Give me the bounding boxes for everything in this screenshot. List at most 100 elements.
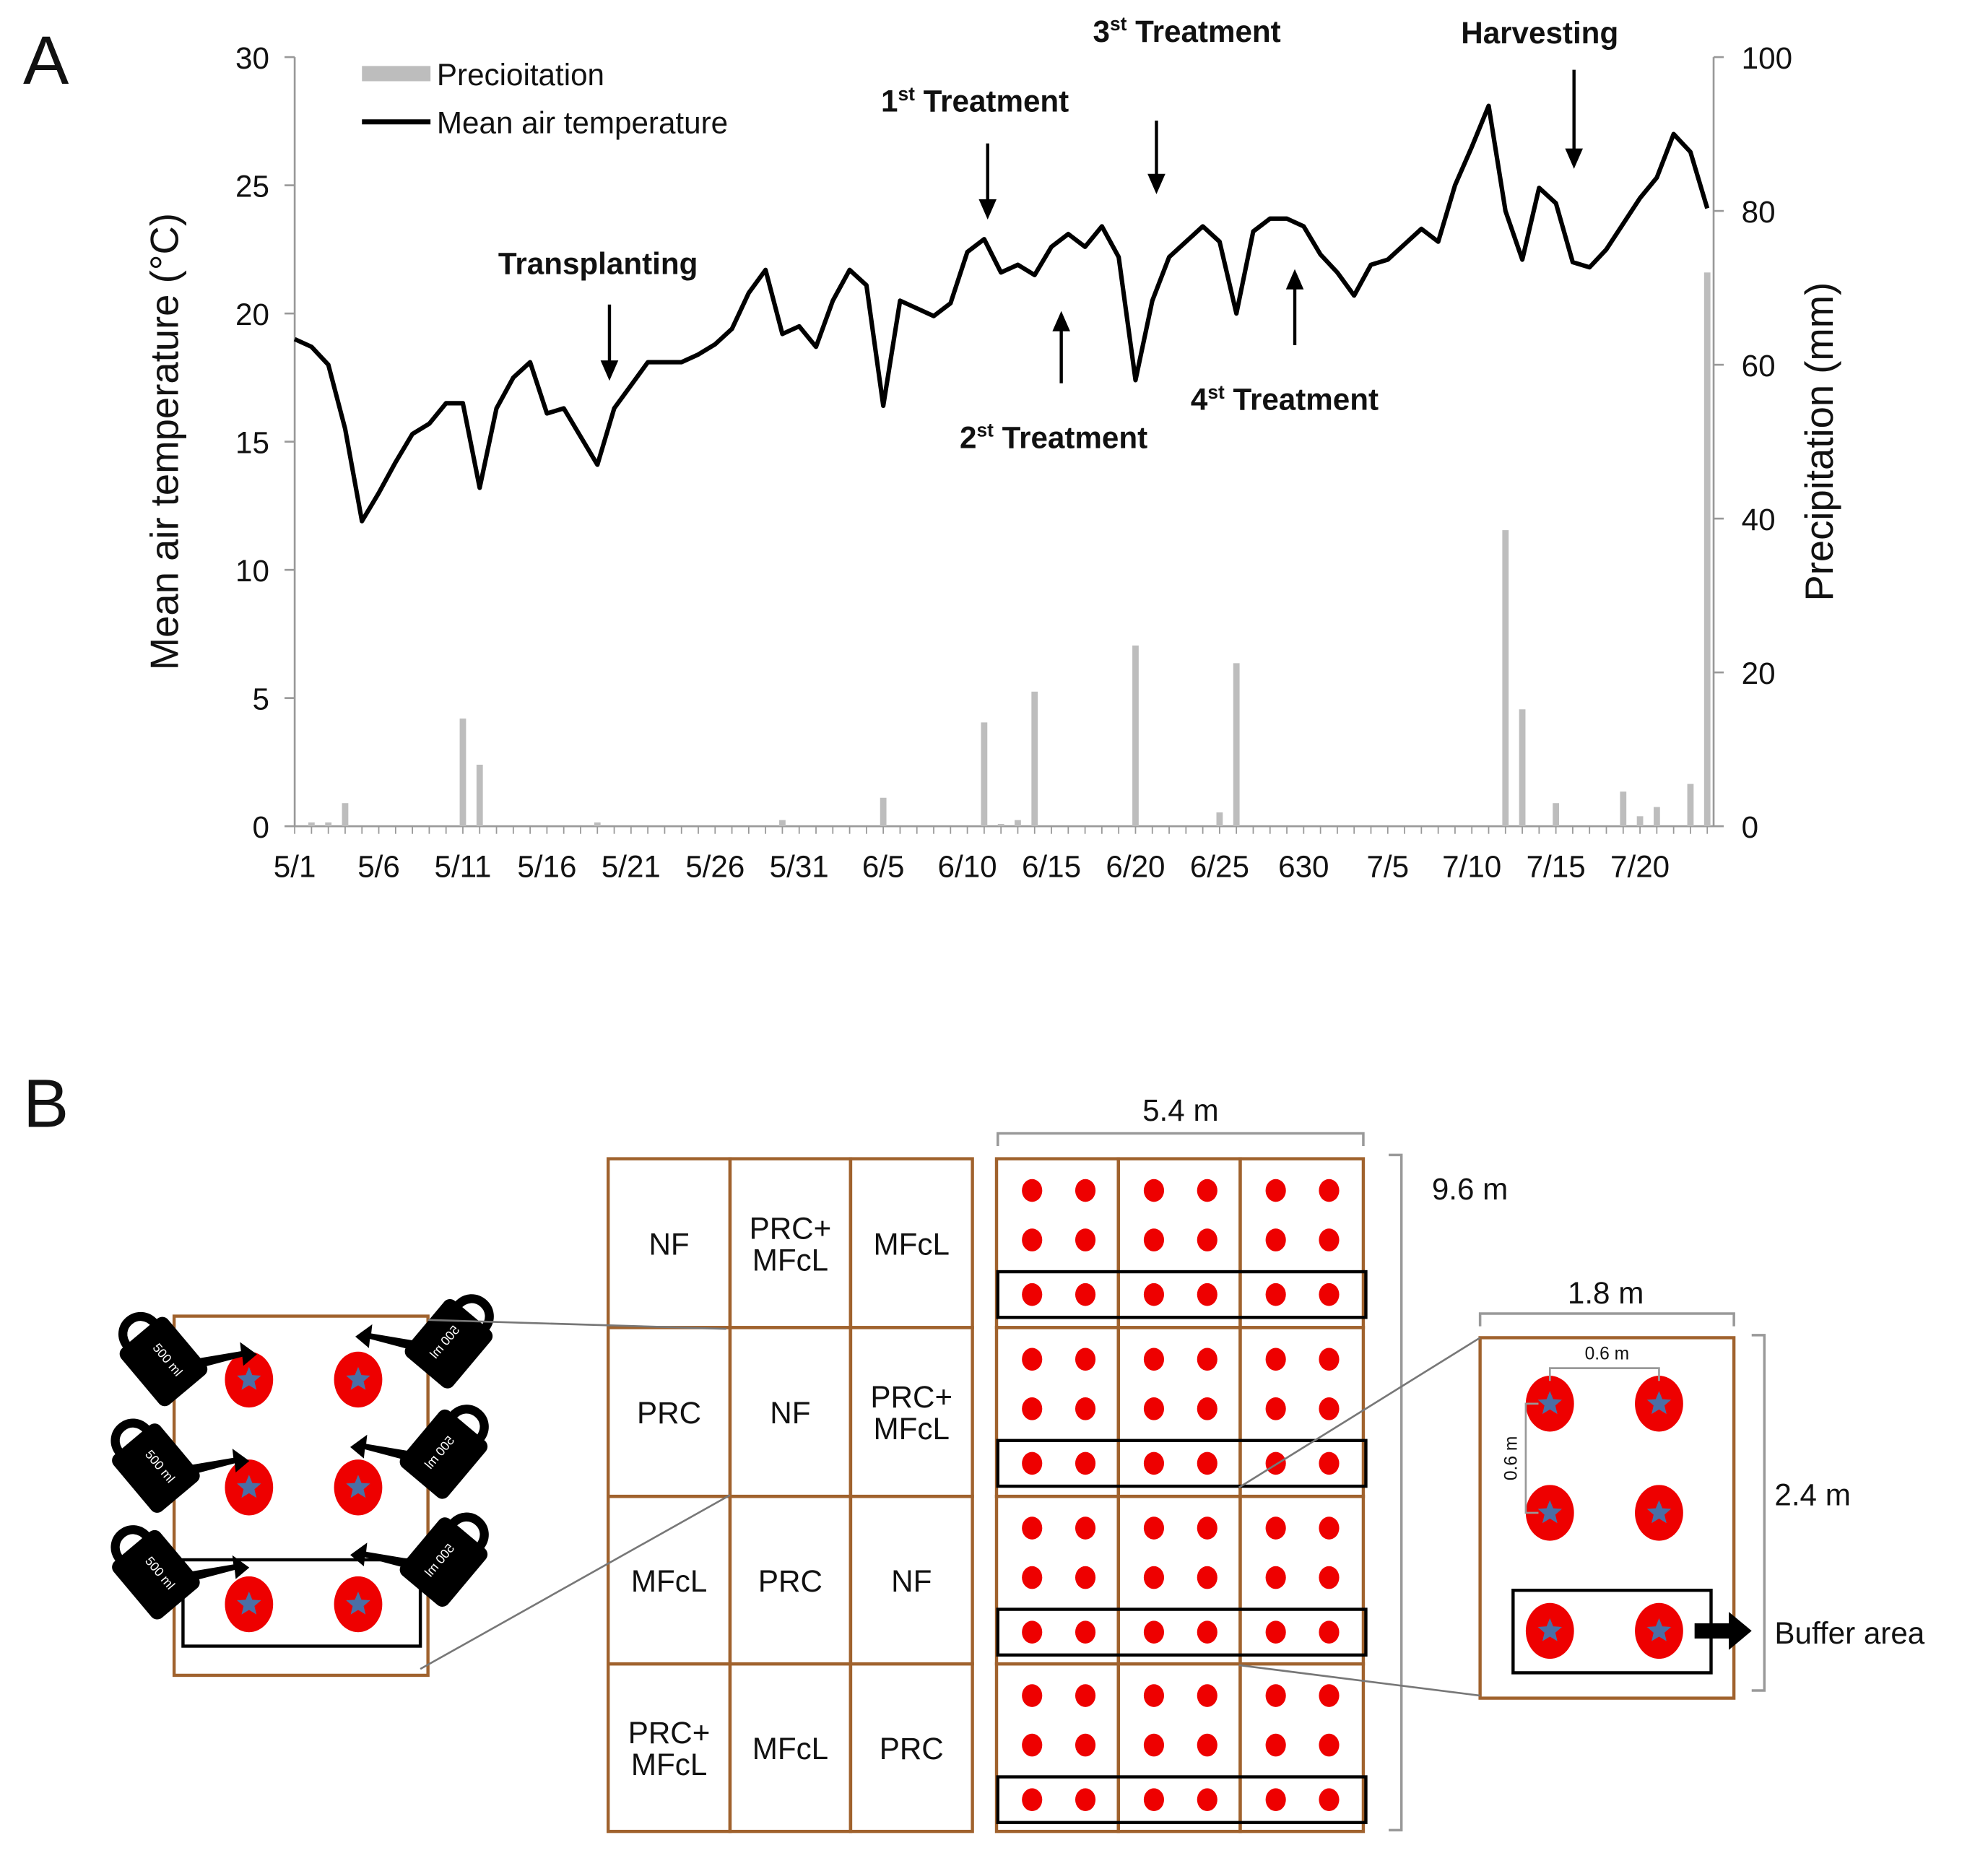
plant <box>1265 1620 1286 1644</box>
star <box>237 1475 261 1498</box>
treatment-label: MFcL <box>752 1732 828 1766</box>
star <box>1646 1391 1672 1415</box>
annotation-text: Treatment <box>1225 383 1379 417</box>
treatment-label: PRC <box>637 1396 701 1430</box>
annotation: Harvesting <box>1461 16 1618 50</box>
y-tick-label: 20 <box>235 298 269 331</box>
plant <box>1143 1684 1165 1707</box>
plant <box>1075 1733 1096 1757</box>
star <box>346 1591 370 1615</box>
y-tick-label: 5 <box>252 682 269 716</box>
treatment-label: NF <box>648 1227 689 1261</box>
star <box>237 1366 261 1390</box>
field-cell <box>1116 1494 1242 1666</box>
annotation-sup: st <box>976 420 994 441</box>
arrow-head <box>1147 173 1166 194</box>
legend-label: Precioitation <box>437 58 604 92</box>
plant <box>1319 1516 1340 1540</box>
zoom-line <box>427 1319 726 1330</box>
bar <box>1216 812 1223 827</box>
x-tick-label: 5/11 <box>434 849 491 883</box>
star <box>1537 1618 1562 1641</box>
plant <box>1197 1516 1217 1540</box>
annotation-text: Treatment <box>994 420 1147 454</box>
treatment-label: PRC <box>758 1564 822 1598</box>
watering-can: 500 ml <box>350 1512 489 1607</box>
field-cell <box>994 1662 1120 1834</box>
plant <box>1197 1788 1217 1812</box>
plant <box>1075 1397 1096 1420</box>
plant <box>1022 1516 1043 1540</box>
zoom-line <box>1238 1337 1481 1488</box>
arrow-head <box>1565 148 1583 169</box>
plant <box>1319 1620 1340 1644</box>
zoom-line <box>420 1494 731 1670</box>
plant <box>1197 1348 1217 1371</box>
bar <box>342 803 349 827</box>
x-tick-label: 5/1 <box>274 849 316 883</box>
annotation-number: 4 <box>1191 383 1208 417</box>
bracket <box>1389 1153 1403 1832</box>
plant <box>1319 1228 1340 1251</box>
annotation: 2st Treatment <box>960 420 1147 455</box>
plant <box>1075 1684 1096 1707</box>
can-spout <box>355 1324 421 1352</box>
plant <box>1319 1733 1340 1757</box>
plant <box>1319 1348 1340 1371</box>
arrow-head <box>1052 311 1070 331</box>
plant <box>1265 1788 1286 1812</box>
plant <box>1143 1788 1165 1812</box>
plant <box>1265 1348 1286 1371</box>
plant <box>1075 1620 1096 1644</box>
plant <box>1075 1228 1096 1251</box>
plot-cell <box>848 1662 974 1834</box>
can-spout <box>350 1434 416 1462</box>
annotation: Transplanting <box>498 247 698 281</box>
bracket <box>1751 1334 1766 1692</box>
x-tick-label: 5/21 <box>602 849 661 883</box>
plant <box>1319 1684 1340 1707</box>
y2-tick-label: 80 <box>1742 195 1776 229</box>
dimension-label: 2.4 m <box>1774 1477 1850 1511</box>
arrow-head <box>978 199 997 220</box>
plant <box>1022 1620 1043 1644</box>
plant <box>1143 1733 1165 1757</box>
plant <box>1075 1283 1096 1306</box>
line <box>293 103 1710 524</box>
can-handle <box>453 1294 494 1332</box>
annotation-sup: st <box>1207 381 1225 403</box>
watering-can: 500 ml <box>110 1418 250 1513</box>
field-cell <box>994 1157 1120 1329</box>
star <box>1537 1500 1562 1524</box>
y2-axis-title: Precipitation (mm) <box>1797 282 1841 602</box>
bar <box>459 719 466 827</box>
y2-tick-label: 0 <box>1742 810 1758 844</box>
plant <box>1265 1283 1286 1306</box>
x-tick-label: 630 <box>1278 849 1329 883</box>
field-cell <box>1238 1494 1366 1666</box>
x-tick-label: 5/6 <box>357 849 400 883</box>
annotation-number: 1 <box>881 84 898 118</box>
plant <box>1319 1566 1340 1589</box>
plant <box>1143 1228 1165 1251</box>
can-handle <box>110 1418 151 1457</box>
plant <box>1075 1788 1096 1812</box>
x-tick-label: 6/25 <box>1190 849 1249 883</box>
bar <box>1519 709 1526 827</box>
bar <box>1653 807 1660 827</box>
plant <box>1197 1620 1217 1644</box>
x-tick-label: 6/5 <box>862 849 905 883</box>
buffer-row <box>181 1558 422 1648</box>
plant <box>1265 1684 1286 1707</box>
x-tick-label: 5/31 <box>770 849 829 883</box>
annotation-number: 2 <box>960 420 976 454</box>
plant <box>1022 1228 1043 1251</box>
treatment-label: MFcL <box>752 1243 828 1277</box>
bar <box>1703 272 1711 827</box>
treatment-label: NF <box>770 1396 810 1430</box>
zoom-line <box>1238 1664 1480 1697</box>
dimension-label: 9.6 m <box>1432 1172 1508 1206</box>
can-spout <box>191 1342 257 1369</box>
star <box>1537 1391 1562 1415</box>
treatment-label: MFcL <box>874 1412 950 1446</box>
